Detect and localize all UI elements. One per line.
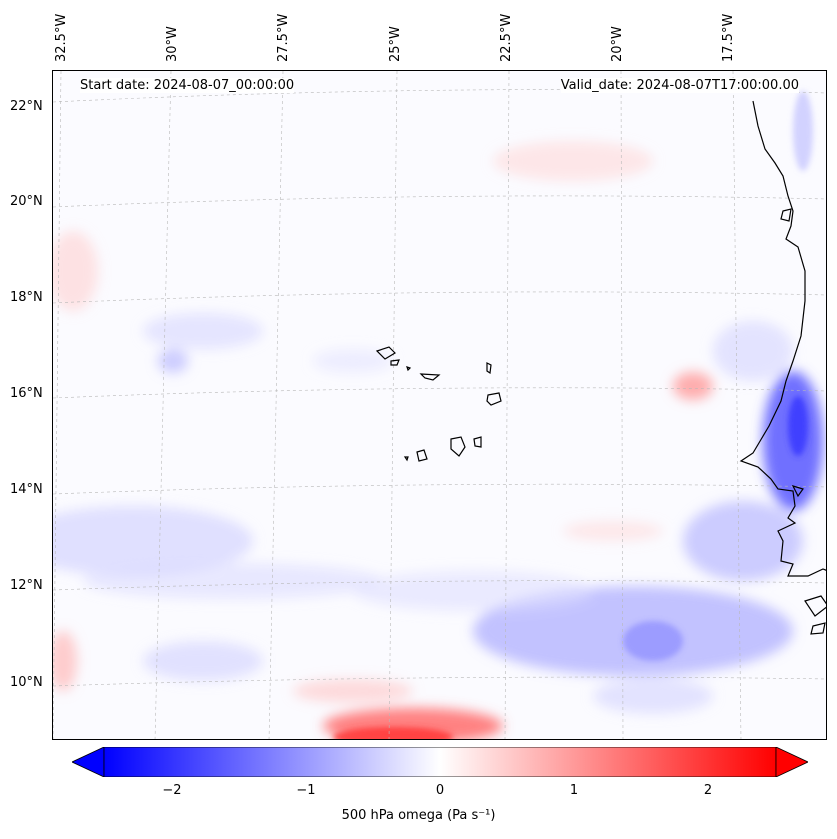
cb-tick-label: 1 <box>569 783 579 798</box>
colorbar-high-extension <box>775 747 808 777</box>
lat-label-18n: 18°N <box>10 290 43 305</box>
cb-tick-label: −1 <box>296 783 316 798</box>
map-panel <box>52 70 827 740</box>
cb-tick-label: 2 <box>703 783 713 798</box>
lon-label-25w: 25°W <box>388 26 403 62</box>
lon-label-17.5w: 17.5°W <box>721 13 736 62</box>
lat-label-10n: 10°N <box>10 675 43 690</box>
lat-label-14n: 14°N <box>10 482 43 497</box>
lat-label-16n: 16°N <box>10 386 43 401</box>
omega-shading <box>53 141 823 739</box>
colorbar-low-extension <box>72 747 105 777</box>
lon-label-27.5w: 27.5°W <box>276 13 291 62</box>
cb-tick-label: 0 <box>435 783 445 798</box>
colorbar-label: 500 hPa omega (Pa s⁻¹) <box>341 808 496 823</box>
graticule <box>53 71 826 739</box>
lon-label-22.5w: 22.5°W <box>499 13 514 62</box>
lat-label-20n: 20°N <box>10 194 43 209</box>
start-date-label: Start date: 2024-08-07_00:00:00 <box>80 78 295 93</box>
colorbar <box>72 747 808 777</box>
lat-label-12n: 12°N <box>10 578 43 593</box>
lon-label-32.5w: 32.5°W <box>54 13 69 62</box>
coastline <box>375 100 826 635</box>
valid-date-label: Valid_date: 2024-08-07T17:00:00.00 <box>560 78 799 93</box>
lon-label-30w: 30°W <box>165 26 180 62</box>
omega-fine-detail <box>333 91 813 739</box>
cb-tick-label: −2 <box>162 783 182 798</box>
lat-label-22n: 22°N <box>10 99 43 114</box>
omega-field-map <box>53 71 826 739</box>
lon-label-20w: 20°W <box>610 26 625 62</box>
colorbar-gradient <box>103 747 777 777</box>
